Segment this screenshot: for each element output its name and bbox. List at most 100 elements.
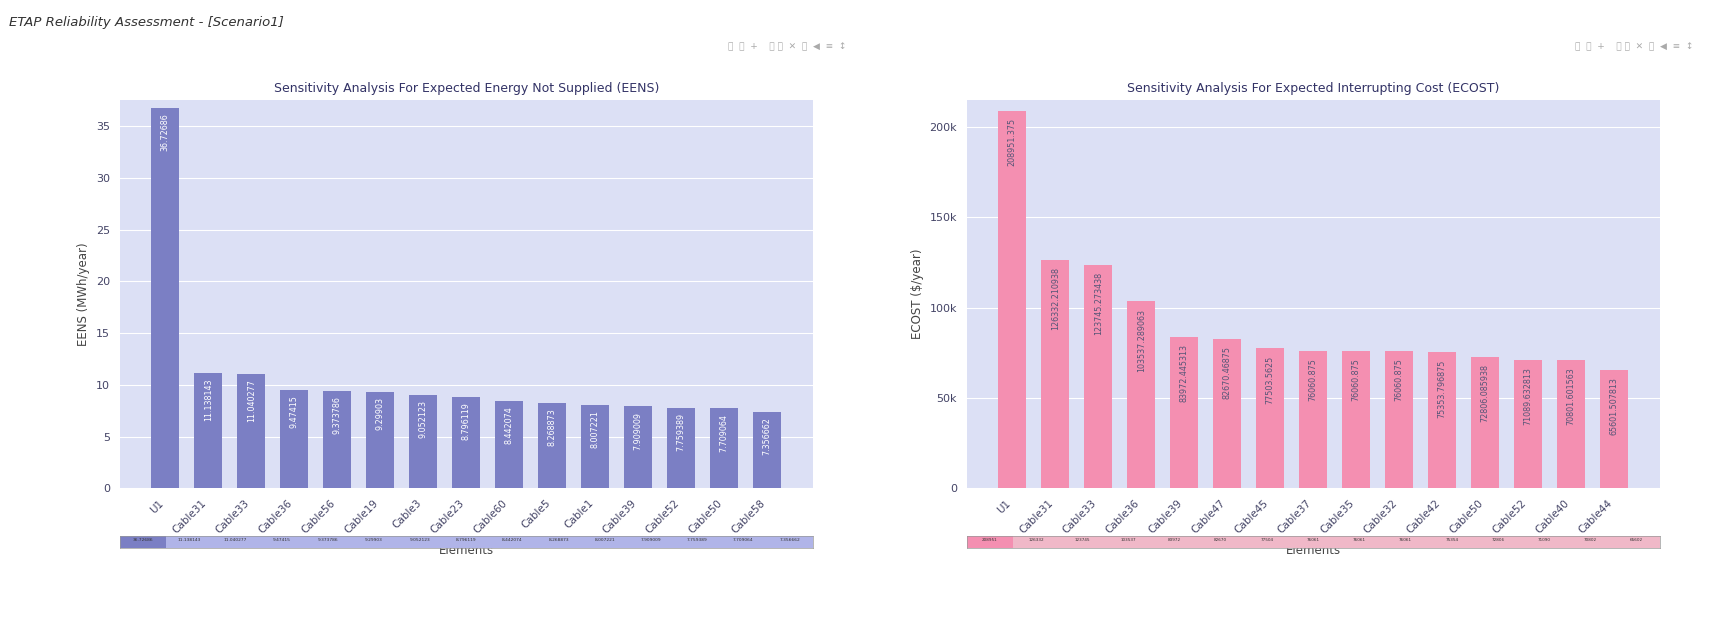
Text: 208951: 208951 bbox=[982, 538, 998, 541]
Text: 123745.273438: 123745.273438 bbox=[1093, 272, 1102, 336]
Text: 82670.46875: 82670.46875 bbox=[1223, 346, 1232, 399]
Bar bbox=[1059, 536, 1105, 548]
Text: 7.356662: 7.356662 bbox=[763, 418, 772, 455]
Text: 208951.375: 208951.375 bbox=[1008, 118, 1016, 167]
Text: 126332.210938: 126332.210938 bbox=[1051, 267, 1059, 331]
Bar bbox=[720, 536, 767, 548]
Bar bbox=[351, 536, 397, 548]
Y-axis label: ECOST ($/year): ECOST ($/year) bbox=[910, 249, 924, 339]
Text: 75354: 75354 bbox=[1446, 538, 1458, 541]
Bar bbox=[452, 398, 481, 488]
Bar bbox=[366, 392, 394, 488]
Text: 103537: 103537 bbox=[1121, 538, 1136, 541]
Bar bbox=[1557, 361, 1584, 488]
Bar bbox=[536, 536, 582, 548]
Text: 76061: 76061 bbox=[1307, 538, 1319, 541]
Text: 9.47415: 9.47415 bbox=[289, 396, 299, 428]
Bar bbox=[1170, 337, 1198, 488]
Text: 82670: 82670 bbox=[1215, 538, 1227, 541]
Text: 8.007221: 8.007221 bbox=[590, 411, 601, 448]
Bar bbox=[1341, 351, 1371, 488]
Text: 103537.289063: 103537.289063 bbox=[1136, 309, 1146, 372]
Text: 9.052123: 9.052123 bbox=[419, 400, 428, 438]
Text: 83972: 83972 bbox=[1169, 538, 1181, 541]
Bar bbox=[166, 536, 212, 548]
Bar bbox=[1013, 536, 1059, 548]
Bar bbox=[674, 536, 720, 548]
Bar bbox=[1514, 360, 1542, 488]
Text: 36.72686: 36.72686 bbox=[132, 538, 154, 541]
Bar bbox=[582, 536, 628, 548]
Text: 123745: 123745 bbox=[1075, 538, 1090, 541]
Text: ETAP Reliability Assessment - [Scenario1]: ETAP Reliability Assessment - [Scenario1… bbox=[9, 16, 284, 29]
Text: 8.442074: 8.442074 bbox=[501, 538, 524, 541]
Text: 72806: 72806 bbox=[1492, 538, 1504, 541]
Text: 76061: 76061 bbox=[1400, 538, 1412, 541]
Bar bbox=[238, 374, 265, 488]
Text: 77504: 77504 bbox=[1261, 538, 1273, 541]
Bar bbox=[1213, 339, 1240, 488]
Text: 76060.875: 76060.875 bbox=[1394, 358, 1403, 401]
Bar bbox=[494, 401, 524, 488]
Bar bbox=[1429, 536, 1475, 548]
Text: 11.138143: 11.138143 bbox=[178, 538, 200, 541]
Text: 7.759389: 7.759389 bbox=[686, 538, 708, 541]
Text: 70802: 70802 bbox=[1584, 538, 1596, 541]
Bar bbox=[1429, 352, 1456, 488]
Text: 9.29903: 9.29903 bbox=[376, 398, 385, 430]
Bar bbox=[1567, 536, 1613, 548]
Text: 8.007221: 8.007221 bbox=[594, 538, 616, 541]
Text: 76061: 76061 bbox=[1353, 538, 1365, 541]
Bar bbox=[409, 394, 438, 488]
Bar bbox=[539, 403, 566, 488]
Title: Sensitivity Analysis For Expected Energy Not Supplied (EENS): Sensitivity Analysis For Expected Energy… bbox=[274, 82, 659, 95]
Bar bbox=[753, 412, 782, 488]
Text: 9.373786: 9.373786 bbox=[332, 396, 342, 434]
Text: 71090: 71090 bbox=[1538, 538, 1550, 541]
Text: 📷  🔍  +    ⬛ ⬛  ✕  🏠  ◀  ≡  ↕: 📷 🔍 + ⬛ ⬛ ✕ 🏠 ◀ ≡ ↕ bbox=[727, 43, 847, 51]
Bar bbox=[1299, 351, 1328, 488]
Text: 8.796119: 8.796119 bbox=[455, 538, 477, 541]
Bar bbox=[489, 536, 536, 548]
Bar bbox=[667, 408, 695, 488]
Bar bbox=[710, 409, 737, 488]
Bar bbox=[195, 373, 222, 488]
Bar bbox=[998, 111, 1027, 488]
Text: 9.29903: 9.29903 bbox=[364, 538, 383, 541]
Text: 7.709064: 7.709064 bbox=[720, 414, 729, 451]
Text: 72806.085938: 72806.085938 bbox=[1480, 364, 1490, 422]
Text: 76060.875: 76060.875 bbox=[1309, 358, 1317, 401]
Bar bbox=[1613, 536, 1660, 548]
Bar bbox=[1471, 357, 1499, 488]
Bar bbox=[1600, 370, 1629, 488]
Text: 70801.601563: 70801.601563 bbox=[1567, 367, 1576, 426]
Bar bbox=[1256, 349, 1285, 488]
Bar bbox=[1475, 536, 1521, 548]
Text: 65601.507813: 65601.507813 bbox=[1610, 377, 1619, 435]
Bar bbox=[151, 108, 180, 488]
Bar bbox=[323, 391, 351, 488]
Title: Sensitivity Analysis For Expected Interrupting Cost (ECOST): Sensitivity Analysis For Expected Interr… bbox=[1128, 82, 1499, 95]
Text: 📷  🔍  +    ⬛ ⬛  ✕  🏠  ◀  ≡  ↕: 📷 🔍 + ⬛ ⬛ ✕ 🏠 ◀ ≡ ↕ bbox=[1574, 43, 1694, 51]
Text: 8.268873: 8.268873 bbox=[548, 408, 556, 446]
Text: 11.040277: 11.040277 bbox=[246, 379, 255, 422]
Bar bbox=[1336, 536, 1382, 548]
Text: 65602: 65602 bbox=[1631, 538, 1643, 541]
X-axis label: Elements: Elements bbox=[1285, 544, 1341, 557]
Text: 7.909009: 7.909009 bbox=[640, 538, 662, 541]
Text: 76060.875: 76060.875 bbox=[1352, 358, 1360, 401]
Text: 11.138143: 11.138143 bbox=[204, 378, 212, 421]
Text: 36.72686: 36.72686 bbox=[161, 113, 169, 151]
Text: 7.356662: 7.356662 bbox=[779, 538, 801, 541]
Bar bbox=[1198, 536, 1244, 548]
Bar bbox=[1382, 536, 1429, 548]
Bar bbox=[1042, 260, 1069, 488]
Bar bbox=[1085, 265, 1112, 488]
Text: 83972.445313: 83972.445313 bbox=[1179, 344, 1189, 402]
Text: 9.052123: 9.052123 bbox=[409, 538, 431, 541]
Text: 11.040277: 11.040277 bbox=[224, 538, 246, 541]
Bar bbox=[1128, 301, 1155, 488]
Bar bbox=[1244, 536, 1290, 548]
X-axis label: Elements: Elements bbox=[438, 544, 494, 557]
Bar bbox=[212, 536, 258, 548]
